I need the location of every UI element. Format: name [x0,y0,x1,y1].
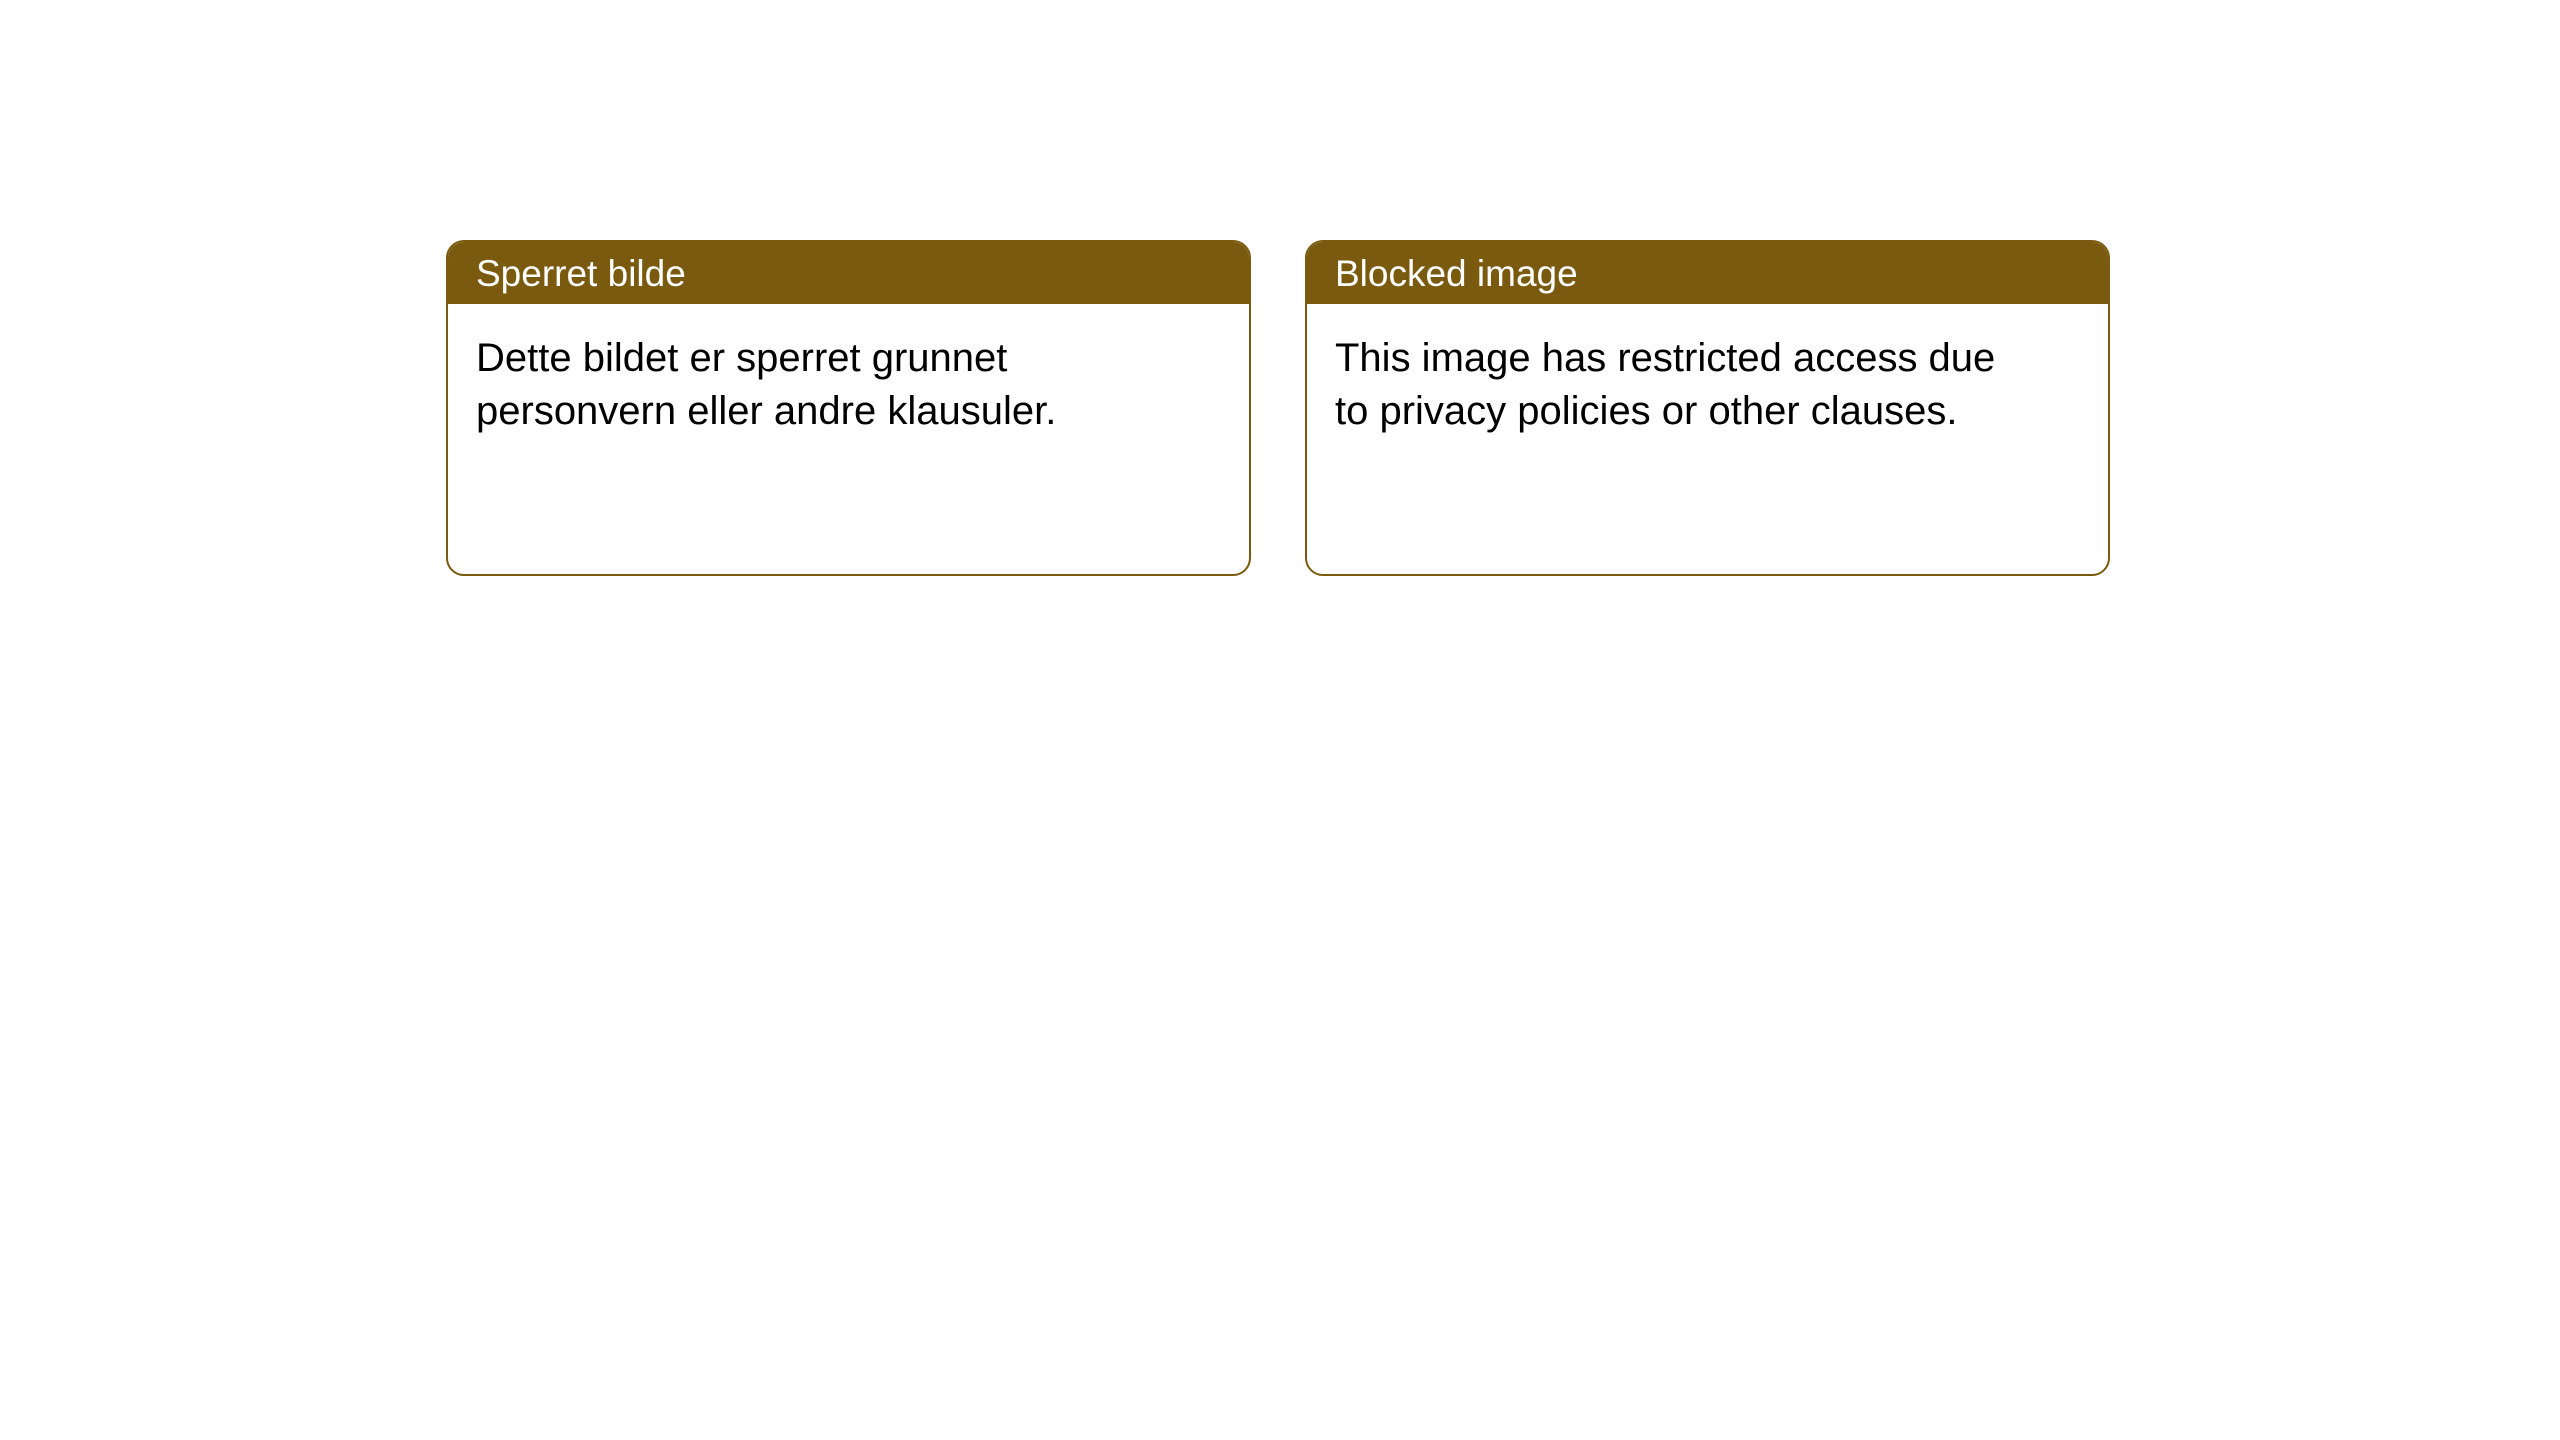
notice-body: Dette bildet er sperret grunnet personve… [448,304,1178,466]
notice-message: Dette bildet er sperret grunnet personve… [476,336,1056,433]
notice-cards-container: Sperret bilde Dette bildet er sperret gr… [446,240,2110,576]
notice-message: This image has restricted access due to … [1335,336,1995,433]
notice-body: This image has restricted access due to … [1307,304,2037,466]
notice-card-english: Blocked image This image has restricted … [1305,240,2110,576]
notice-header: Sperret bilde [448,242,1249,304]
notice-header: Blocked image [1307,242,2108,304]
notice-title: Sperret bilde [476,253,686,294]
notice-title: Blocked image [1335,253,1578,294]
notice-card-norwegian: Sperret bilde Dette bildet er sperret gr… [446,240,1251,576]
